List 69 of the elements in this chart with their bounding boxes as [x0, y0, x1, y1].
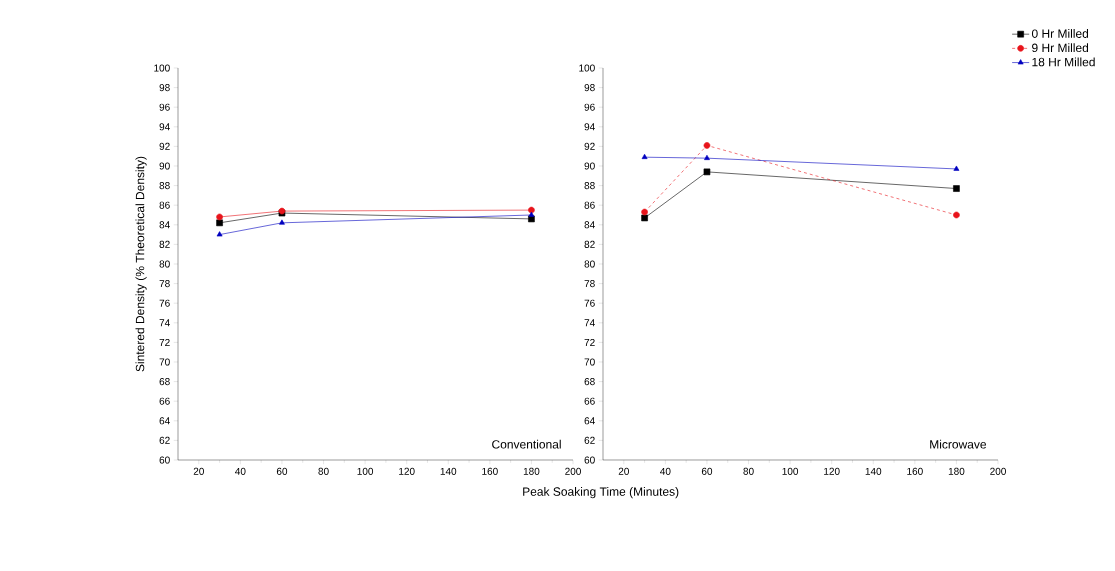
y-tick-label: 84: [159, 221, 170, 229]
x-tick-label: 180: [523, 467, 540, 475]
y-tick-label: 74: [584, 319, 595, 327]
y-tick-label: 92: [159, 142, 170, 150]
y-tick-label: 96: [159, 103, 170, 111]
x-axis-title: Peak Soaking Time (Minutes): [523, 487, 679, 499]
y-tick-label: 86: [584, 201, 595, 209]
y-tick-label: 64: [159, 417, 170, 425]
x-tick-label: 200: [990, 467, 1006, 475]
x-tick-label: 40: [660, 467, 671, 475]
x-tick-label: 20: [618, 467, 629, 475]
y-tick-label: 78: [584, 280, 595, 288]
x-tick-label: 140: [865, 467, 882, 475]
y-tick-label: 60: [159, 456, 170, 464]
y-tick-label: 72: [584, 338, 595, 346]
y-tick-label: 84: [584, 221, 595, 229]
x-tick-label: 60: [701, 467, 713, 475]
y-tick-label: 66: [159, 397, 170, 405]
y-tick-label: 90: [159, 162, 170, 170]
y-tick-label: 100: [154, 64, 170, 72]
y-tick-label: 82: [584, 240, 595, 248]
y-tick-label: 90: [584, 162, 595, 170]
y-tick-label: 78: [159, 280, 170, 288]
y-tick-label: 94: [584, 123, 595, 131]
x-tick-label: 120: [399, 467, 415, 475]
x-tick-label: 80: [318, 467, 329, 475]
y-tick-label: 76: [584, 299, 595, 307]
legend-label: 9 Hr Milled: [1032, 43, 1089, 53]
y-tick-label: 70: [159, 358, 170, 366]
y-tick-label: 74: [159, 319, 170, 327]
y-tick-label: 88: [584, 182, 595, 190]
y-tick-label: 82: [159, 240, 170, 248]
x-tick-label: 160: [482, 467, 498, 475]
y-tick-label: 86: [159, 201, 170, 209]
y-tick-label: 62: [584, 436, 595, 444]
annotation: Microwave: [930, 439, 987, 449]
y-tick-label: 76: [159, 299, 170, 307]
x-tick-label: 40: [235, 467, 246, 475]
x-tick-label: 80: [743, 467, 754, 475]
y-tick-label: 66: [584, 397, 595, 405]
y-tick-label: 62: [159, 436, 170, 444]
y-tick-label: 68: [159, 378, 170, 386]
y-tick-label: 100: [579, 64, 595, 72]
y-tick-label: 94: [159, 123, 170, 131]
y-tick-label: 92: [584, 142, 595, 150]
x-tick-label: 20: [193, 467, 204, 475]
x-tick-label: 120: [824, 467, 840, 475]
y-tick-label: 70: [584, 358, 595, 366]
y-tick-label: 64: [584, 417, 595, 425]
y-tick-label: 88: [159, 182, 170, 190]
y-tick-label: 80: [159, 260, 170, 268]
x-tick-label: 140: [440, 467, 457, 475]
y-tick-label: 98: [159, 84, 170, 92]
x-tick-label: 60: [276, 467, 288, 475]
y-tick-label: 96: [584, 103, 595, 111]
x-tick-label: 180: [948, 467, 965, 475]
legend-label: 0 Hr Milled: [1031, 29, 1089, 38]
x-tick-label: 200: [565, 467, 581, 475]
y-tick-label: 98: [584, 84, 595, 92]
legend-label: 18 Hr Milled: [1032, 57, 1095, 67]
x-tick-label: 160: [907, 467, 923, 475]
y-tick-label: 60: [584, 456, 595, 464]
y-axis-title: Sintered Density (% Theoretical Density): [135, 156, 147, 372]
y-tick-label: 80: [584, 260, 595, 268]
y-tick-label: 68: [584, 378, 595, 386]
x-tick-label: 100: [782, 467, 799, 475]
x-tick-label: 100: [357, 467, 374, 475]
annotation: Conventional: [492, 439, 561, 449]
y-tick-label: 72: [159, 338, 170, 346]
